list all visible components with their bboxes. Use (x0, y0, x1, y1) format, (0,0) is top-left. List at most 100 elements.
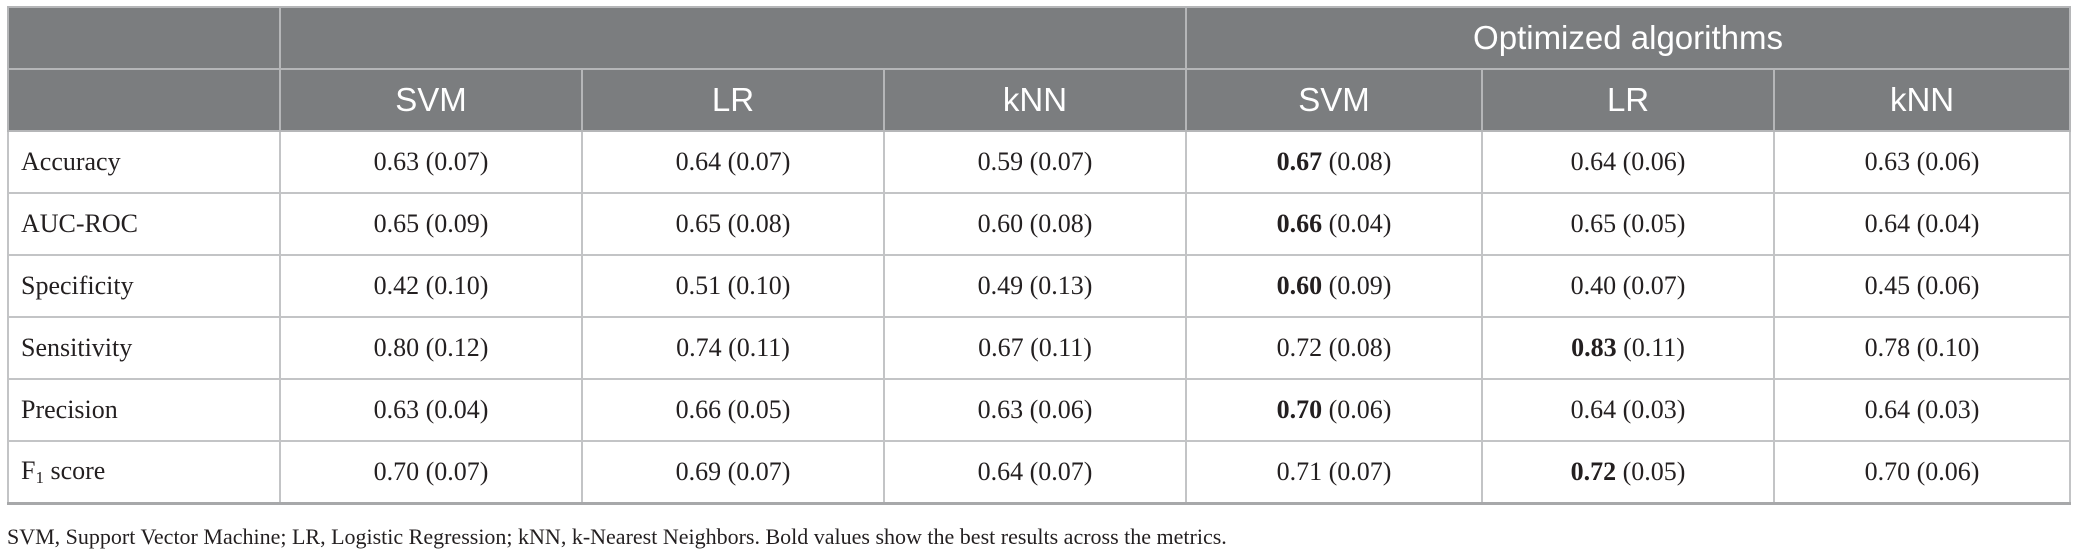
metric-label: Sensitivity (7, 316, 281, 380)
column-header-metric (7, 68, 281, 132)
column-header-optimized-svm: SVM (1185, 68, 1484, 132)
value-cell: 0.67 (0.08) (1185, 130, 1484, 194)
value-cell: 0.63 (0.06) (882, 378, 1188, 442)
value-cell: 0.66 (0.05) (581, 378, 885, 442)
value-cell: 0.69 (0.07) (581, 440, 885, 505)
value-cell: 0.64 (0.07) (581, 130, 885, 194)
column-header-lr: LR (581, 68, 885, 132)
value-cell: 0.74 (0.11) (581, 316, 885, 380)
metric-label: AUC-ROC (7, 192, 281, 256)
cell-value: 0.80 (0.12) (373, 333, 489, 362)
cell-value: 0.63 (0.06) (1864, 147, 1980, 176)
cell-value: 0.64 (0.07) (675, 147, 791, 176)
value-cell: 0.72 (0.05) (1481, 440, 1776, 505)
value-cell: 0.65 (0.05) (1481, 192, 1776, 256)
value-cell: 0.78 (0.10) (1773, 316, 2072, 380)
cell-value: 0.49 (0.13) (977, 271, 1093, 300)
cell-value: 0.64 (0.04) (1864, 209, 1980, 238)
metric-subscript: 1 (35, 468, 44, 487)
value-cell: 0.63 (0.04) (279, 378, 583, 442)
cell-value: 0.63 (0.06) (977, 395, 1093, 424)
cell-value: 0.65 (0.09) (373, 209, 489, 238)
cell-value: (0.09) (1322, 271, 1392, 300)
value-cell: 0.64 (0.06) (1481, 130, 1776, 194)
cell-value: 0.65 (0.08) (675, 209, 791, 238)
value-cell: 0.51 (0.10) (581, 254, 885, 318)
value-cell: 0.63 (0.07) (279, 130, 583, 194)
metric-name: Precision (21, 395, 118, 424)
cell-value: 0.71 (0.07) (1276, 457, 1392, 486)
cell-value: 0.64 (0.07) (977, 457, 1093, 486)
value-cell: 0.65 (0.09) (279, 192, 583, 256)
value-cell: 0.80 (0.12) (279, 316, 583, 380)
cell-value: (0.11) (1616, 333, 1685, 362)
cell-value: 0.67 (0.11) (978, 333, 1092, 362)
table-row: Accuracy 0.63 (0.07) 0.64 (0.07) 0.59 (0.07… (7, 130, 2072, 194)
cell-value: 0.70 (0.06) (1864, 457, 1980, 486)
cell-value: 0.63 (0.07) (373, 147, 489, 176)
cell-value: 0.63 (0.04) (373, 395, 489, 424)
best-value: 0.66 (1276, 209, 1323, 238)
best-value: 0.83 (1571, 333, 1617, 362)
cell-value: 0.69 (0.07) (675, 457, 791, 486)
metric-label: Accuracy (7, 130, 281, 194)
table-row: Specificity 0.42 (0.10) 0.51 (0.10) 0.49 (0… (7, 254, 2072, 318)
value-cell: 0.60 (0.08) (882, 192, 1188, 256)
table-body: Accuracy 0.63 (0.07) 0.64 (0.07) 0.59 (0.07… (7, 130, 2072, 505)
value-cell: 0.63 (0.06) (1773, 130, 2072, 194)
column-header-knn: kNN (882, 68, 1188, 132)
column-header-optimized-lr: LR (1481, 68, 1776, 132)
column-header-svm: SVM (279, 68, 583, 132)
table-row: Sensitivity 0.80 (0.12) 0.74 (0.11) 0.67 (0… (7, 316, 2072, 380)
cell-value: (0.04) (1322, 209, 1392, 238)
value-cell: 0.49 (0.13) (882, 254, 1188, 318)
metric-name: Sensitivity (21, 333, 133, 362)
cell-value: (0.05) (1616, 457, 1686, 486)
value-cell: 0.66 (0.04) (1185, 192, 1484, 256)
table-row: AUC-ROC 0.65 (0.09) 0.65 (0.08) 0.60 (0.08)… (7, 192, 2072, 256)
cell-value: 0.40 (0.07) (1570, 271, 1686, 300)
value-cell: 0.45 (0.06) (1773, 254, 2072, 318)
cell-value: 0.74 (0.11) (676, 333, 790, 362)
value-cell: 0.42 (0.10) (279, 254, 583, 318)
value-cell: 0.65 (0.08) (581, 192, 885, 256)
metric-label: Precision (7, 378, 281, 442)
cell-value: 0.70 (0.07) (373, 457, 489, 486)
cell-value: 0.64 (0.03) (1864, 395, 1980, 424)
value-cell: 0.64 (0.04) (1773, 192, 2072, 256)
cell-value: 0.72 (0.08) (1276, 333, 1392, 362)
best-value: 0.67 (1276, 147, 1323, 176)
cell-value: 0.65 (0.05) (1570, 209, 1686, 238)
value-cell: 0.71 (0.07) (1185, 440, 1484, 505)
cell-value: 0.59 (0.07) (977, 147, 1093, 176)
cell-value: 0.66 (0.05) (675, 395, 791, 424)
column-header-optimized-knn: kNN (1773, 68, 2072, 132)
column-header-row: SVM LR kNN SVM LR kNN (7, 68, 2072, 132)
best-value: 0.72 (1570, 457, 1617, 486)
value-cell: 0.64 (0.07) (882, 440, 1188, 505)
results-table-container: Optimized algorithms SVM LR kNN SVM LR k… (7, 6, 2072, 505)
results-table: Optimized algorithms SVM LR kNN SVM LR k… (7, 6, 2072, 505)
group-header-corner (7, 6, 281, 70)
value-cell: 0.67 (0.11) (882, 316, 1188, 380)
value-cell: 0.70 (0.07) (279, 440, 583, 505)
group-header-row: Optimized algorithms (7, 6, 2072, 70)
value-cell: 0.59 (0.07) (882, 130, 1188, 194)
metric-label: Specificity (7, 254, 281, 318)
value-cell: 0.64 (0.03) (1481, 378, 1776, 442)
table-footnote: SVM, Support Vector Machine; LR, Logisti… (7, 524, 1227, 549)
value-cell: 0.70 (0.06) (1773, 440, 2072, 505)
metric-name: F (21, 456, 36, 485)
cell-value: 0.51 (0.10) (675, 271, 791, 300)
metric-name: AUC-ROC (21, 209, 139, 238)
cell-value: 0.60 (0.08) (977, 209, 1093, 238)
metric-name: Specificity (21, 271, 134, 300)
cell-value: 0.64 (0.06) (1570, 147, 1686, 176)
best-value: 0.60 (1276, 271, 1323, 300)
metric-suffix: score (43, 456, 106, 485)
value-cell: 0.60 (0.09) (1185, 254, 1484, 318)
value-cell: 0.72 (0.08) (1185, 316, 1484, 380)
cell-value: (0.06) (1322, 395, 1392, 424)
metric-name: Accuracy (21, 147, 121, 176)
cell-value: 0.42 (0.10) (373, 271, 489, 300)
